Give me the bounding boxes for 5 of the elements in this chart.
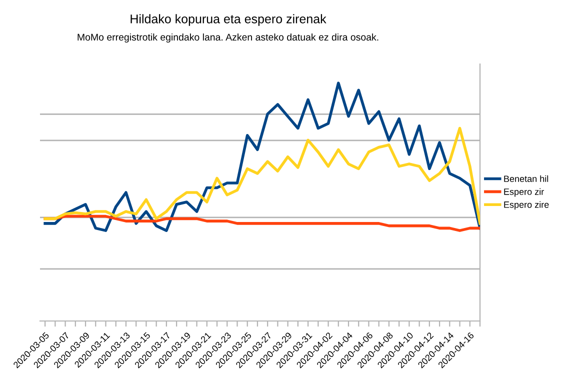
chart-title: Hildako kopurua eta espero zirenak	[130, 14, 326, 26]
chart-subtitle: MoMo erregistrotik egindako lana. Azken asteko datuak ez dira osoak.	[78, 33, 378, 43]
legend-label: Espero zir	[504, 188, 544, 197]
legend-label: Espero zire	[504, 201, 549, 210]
legend-label: Benetan hil	[504, 175, 548, 182]
